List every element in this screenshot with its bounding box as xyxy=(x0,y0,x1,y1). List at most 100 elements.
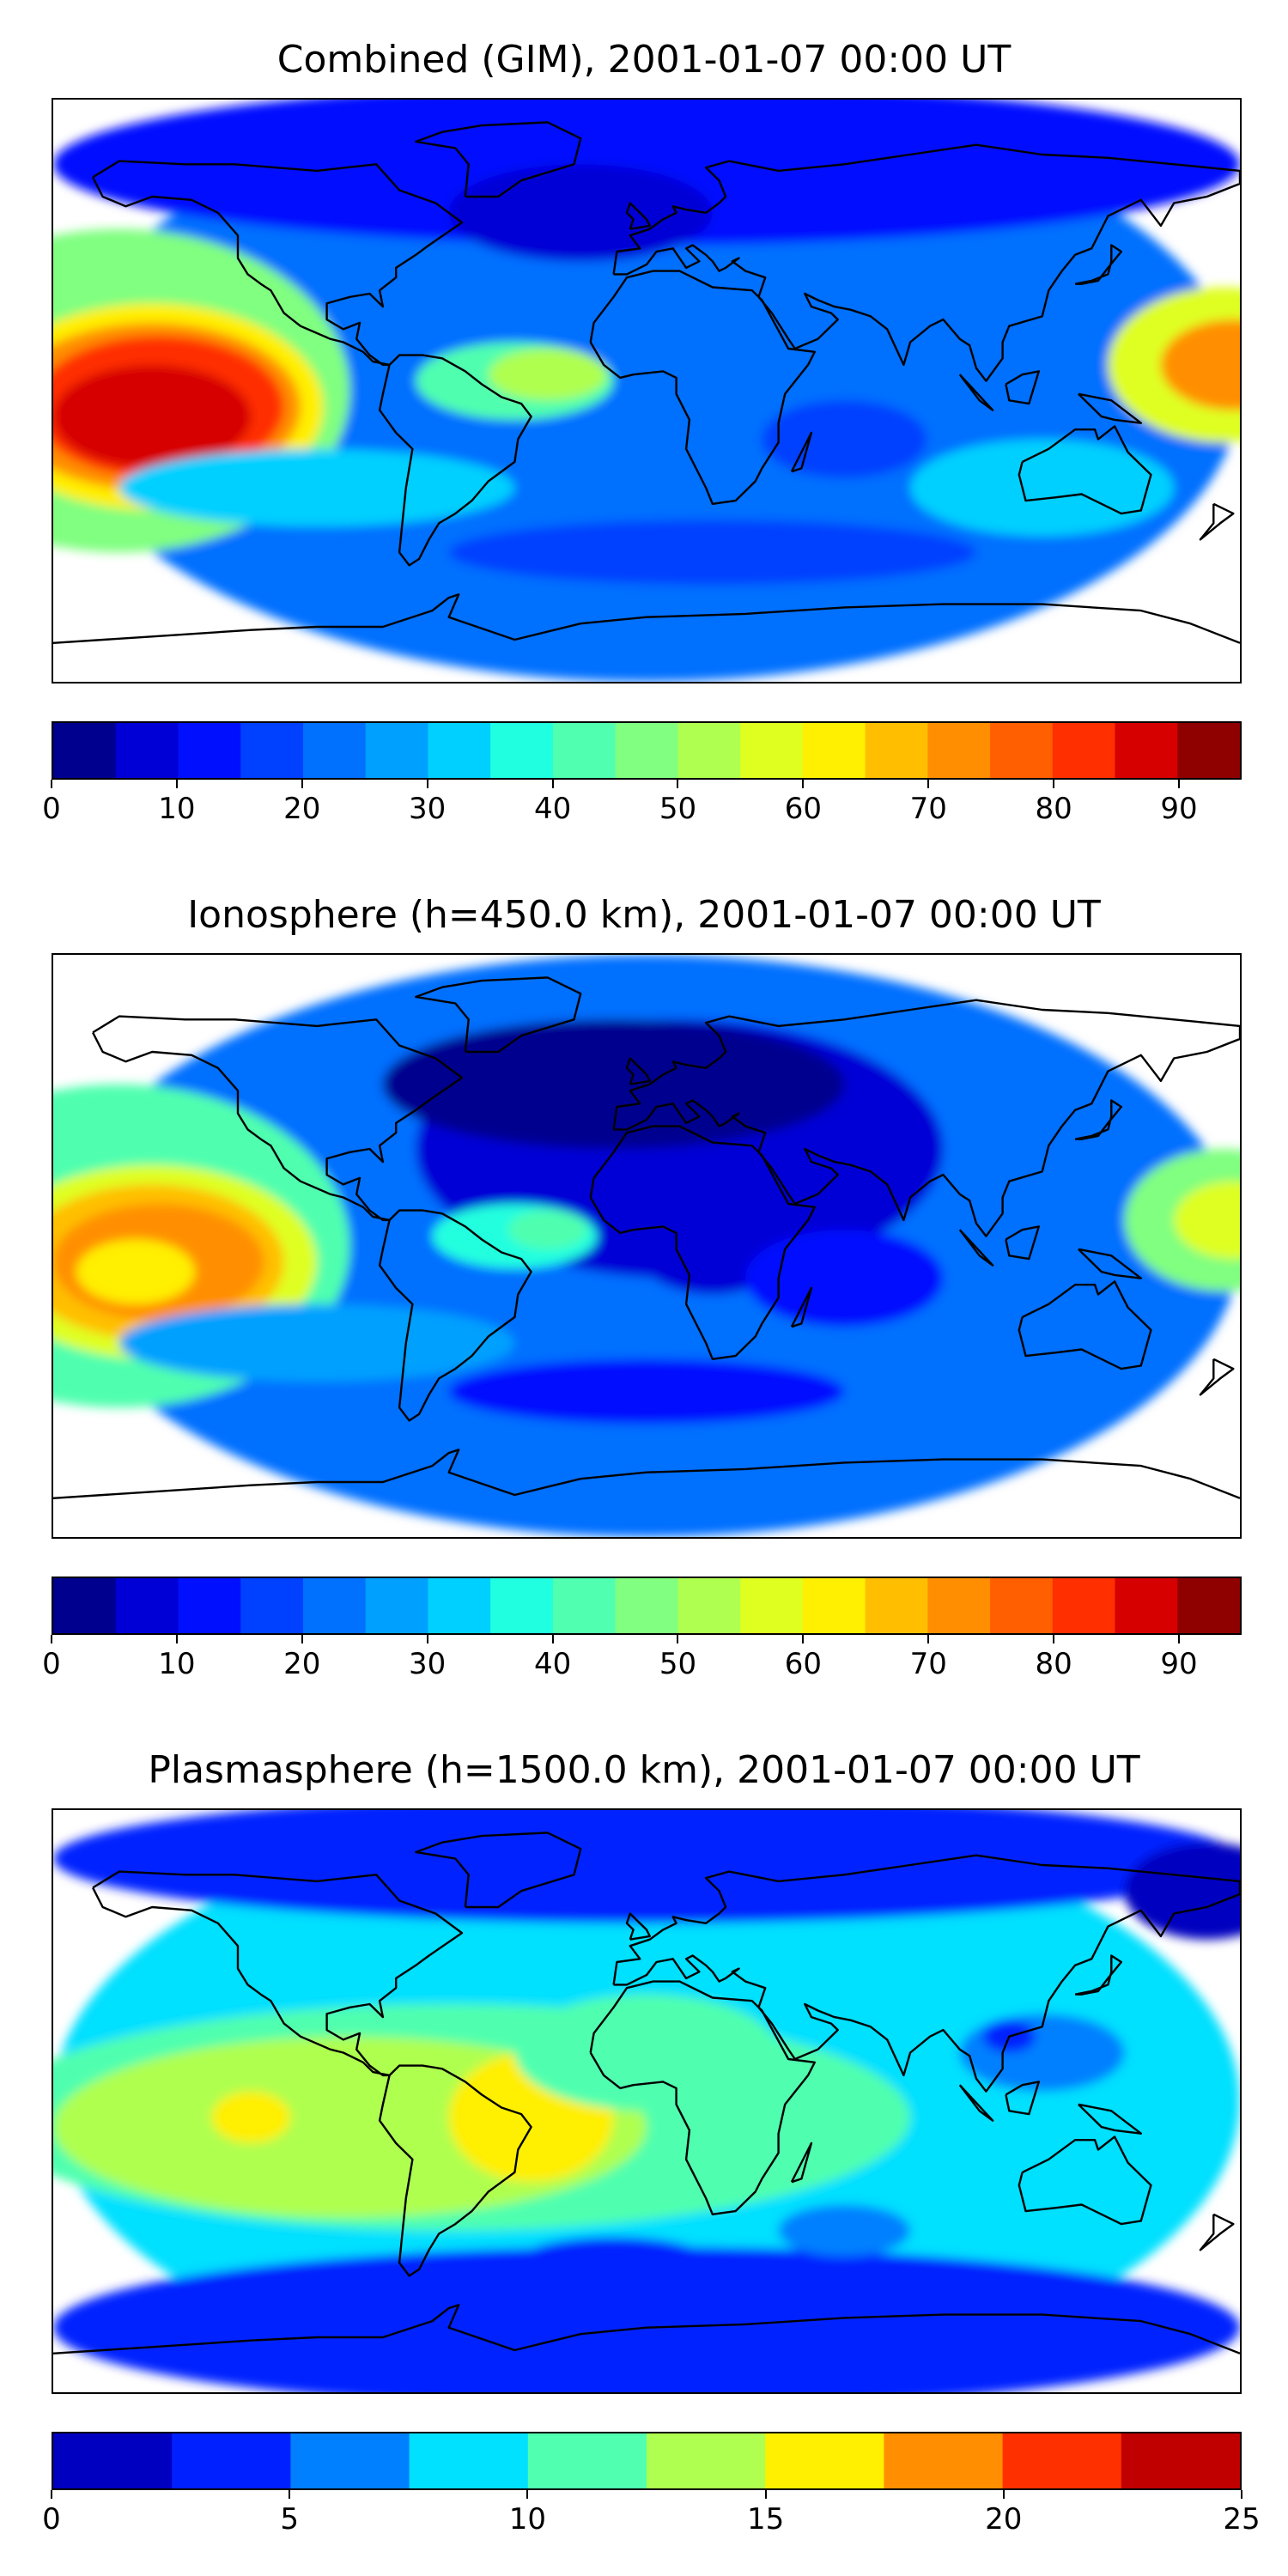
colorbar-swatch xyxy=(552,723,617,778)
colorbar-tick-mark xyxy=(1053,780,1055,788)
colorbar-swatch xyxy=(178,723,241,778)
contour-region xyxy=(488,349,607,401)
coastlines xyxy=(53,1832,1240,2354)
coastline xyxy=(1078,2103,1142,2135)
panel-2-map xyxy=(52,953,1242,1539)
colorbar-tick-mark xyxy=(289,2490,291,2499)
colorbar-tick-mark xyxy=(175,780,178,788)
colorbar-swatch xyxy=(927,1578,991,1633)
colorbar-tick-label: 10 xyxy=(508,2502,547,2537)
coastline xyxy=(92,1870,464,2077)
colorbar-swatch xyxy=(865,723,928,778)
colorbar-tick-label: 80 xyxy=(1035,1647,1072,1681)
coastline xyxy=(612,143,1240,382)
colorbar-swatch xyxy=(765,2433,884,2488)
colorbar-swatch xyxy=(178,1578,241,1633)
colorbar-tick-label: 15 xyxy=(746,2502,785,2537)
coastline xyxy=(1005,1225,1040,1261)
coastline xyxy=(625,1057,651,1085)
panel-1-map xyxy=(52,98,1242,683)
contour-fill xyxy=(53,100,1240,682)
colorbar-tick-label: 25 xyxy=(1223,2502,1261,2537)
colorbar-swatch xyxy=(990,1578,1054,1633)
coastline xyxy=(53,593,1240,644)
contour-region xyxy=(514,2237,713,2289)
colorbar-tick-label: 70 xyxy=(909,1647,947,1681)
coastline xyxy=(1078,1248,1142,1279)
contour-region xyxy=(118,448,515,527)
coastline xyxy=(415,976,582,1054)
coastline xyxy=(1199,2213,1235,2251)
colorbar-tick-mark xyxy=(1178,1635,1181,1643)
colorbar-tick-mark xyxy=(927,780,930,788)
coastline xyxy=(378,2064,532,2277)
coastline xyxy=(958,1229,994,1267)
colorbar-tick-mark xyxy=(677,1635,679,1643)
coastline xyxy=(1074,244,1122,285)
contour-region xyxy=(448,1358,845,1425)
colorbar-swatch xyxy=(1052,723,1116,778)
colorbar-tick-label: 40 xyxy=(533,1647,572,1681)
colorbar-swatch xyxy=(927,723,991,778)
coastline xyxy=(1074,1954,1122,1996)
colorbar-swatch xyxy=(365,723,429,778)
colorbar-swatch xyxy=(527,2433,647,2488)
coastline xyxy=(612,999,1240,1237)
colorbar-tick-mark xyxy=(1178,780,1181,788)
contour-region xyxy=(1160,319,1240,410)
coastline xyxy=(92,1015,464,1222)
coastline xyxy=(625,1912,651,1941)
contour-region xyxy=(778,2204,911,2257)
panel-2-colorbar-ticks: 0 10 20 30 40 50 60 70 80 90 xyxy=(42,1635,1242,1686)
colorbar-tick-mark xyxy=(301,1635,303,1643)
colorbar-swatch xyxy=(615,1578,678,1633)
contour-region xyxy=(507,1210,587,1249)
panel-3-colorbar xyxy=(52,2432,1242,2490)
colorbar-tick-label: 60 xyxy=(784,1647,822,1681)
coastlines xyxy=(53,121,1240,644)
colorbar-swatch xyxy=(1177,1578,1240,1633)
colorbar-swatch xyxy=(115,1578,179,1633)
colorbar-swatch xyxy=(302,723,367,778)
colorbar-swatch xyxy=(1121,2433,1240,2488)
colorbar-tick-label: 20 xyxy=(283,792,321,826)
contour-region xyxy=(53,100,1240,682)
contour-fill xyxy=(53,1810,1240,2392)
contour-region xyxy=(118,1303,515,1382)
colorbar-swatch xyxy=(1177,723,1240,778)
colorbar-tick-mark xyxy=(426,780,428,788)
colorbar-tick-mark xyxy=(301,780,303,788)
coastline xyxy=(790,431,813,473)
colorbar-tick-mark xyxy=(1241,2490,1242,2499)
colorbar-tick-mark xyxy=(51,2490,52,2499)
colorbar-swatch xyxy=(53,2433,173,2488)
colorbar-tick-label: 90 xyxy=(1160,792,1198,826)
colorbar-tick-mark xyxy=(927,1635,930,1643)
contour-region xyxy=(53,2246,1240,2392)
contour-fill xyxy=(53,955,1240,1537)
panel-3-title: Plasmasphere (h=1500.0 km), 2001-01-07 0… xyxy=(148,1748,1140,1792)
colorbar-tick-label: 40 xyxy=(533,792,572,826)
contour-region xyxy=(1174,1181,1240,1260)
colorbar-swatch xyxy=(740,1578,804,1633)
colorbar-swatch xyxy=(428,1578,491,1633)
colorbar-swatch xyxy=(490,723,554,778)
coastline xyxy=(378,1209,532,1422)
colorbar-tick-label: 80 xyxy=(1035,792,1072,826)
coastline xyxy=(958,2084,994,2122)
colorbar-swatch xyxy=(865,1578,928,1633)
colorbar-tick-mark xyxy=(802,1635,805,1643)
coastlines xyxy=(53,976,1240,1499)
colorbar-swatch xyxy=(802,723,866,778)
contour-region xyxy=(910,439,1175,537)
coastline xyxy=(53,1449,1240,1499)
colorbar-tick-label: 5 xyxy=(280,2502,300,2537)
coastline xyxy=(1018,2136,1152,2226)
colorbar-swatch xyxy=(677,723,741,778)
coastline xyxy=(1078,392,1142,424)
coastline xyxy=(612,1854,1240,2093)
colorbar-swatch xyxy=(302,1578,367,1633)
colorbar-swatch xyxy=(1052,1578,1116,1633)
colorbar-swatch xyxy=(409,2433,529,2488)
coastline xyxy=(415,1832,582,1909)
